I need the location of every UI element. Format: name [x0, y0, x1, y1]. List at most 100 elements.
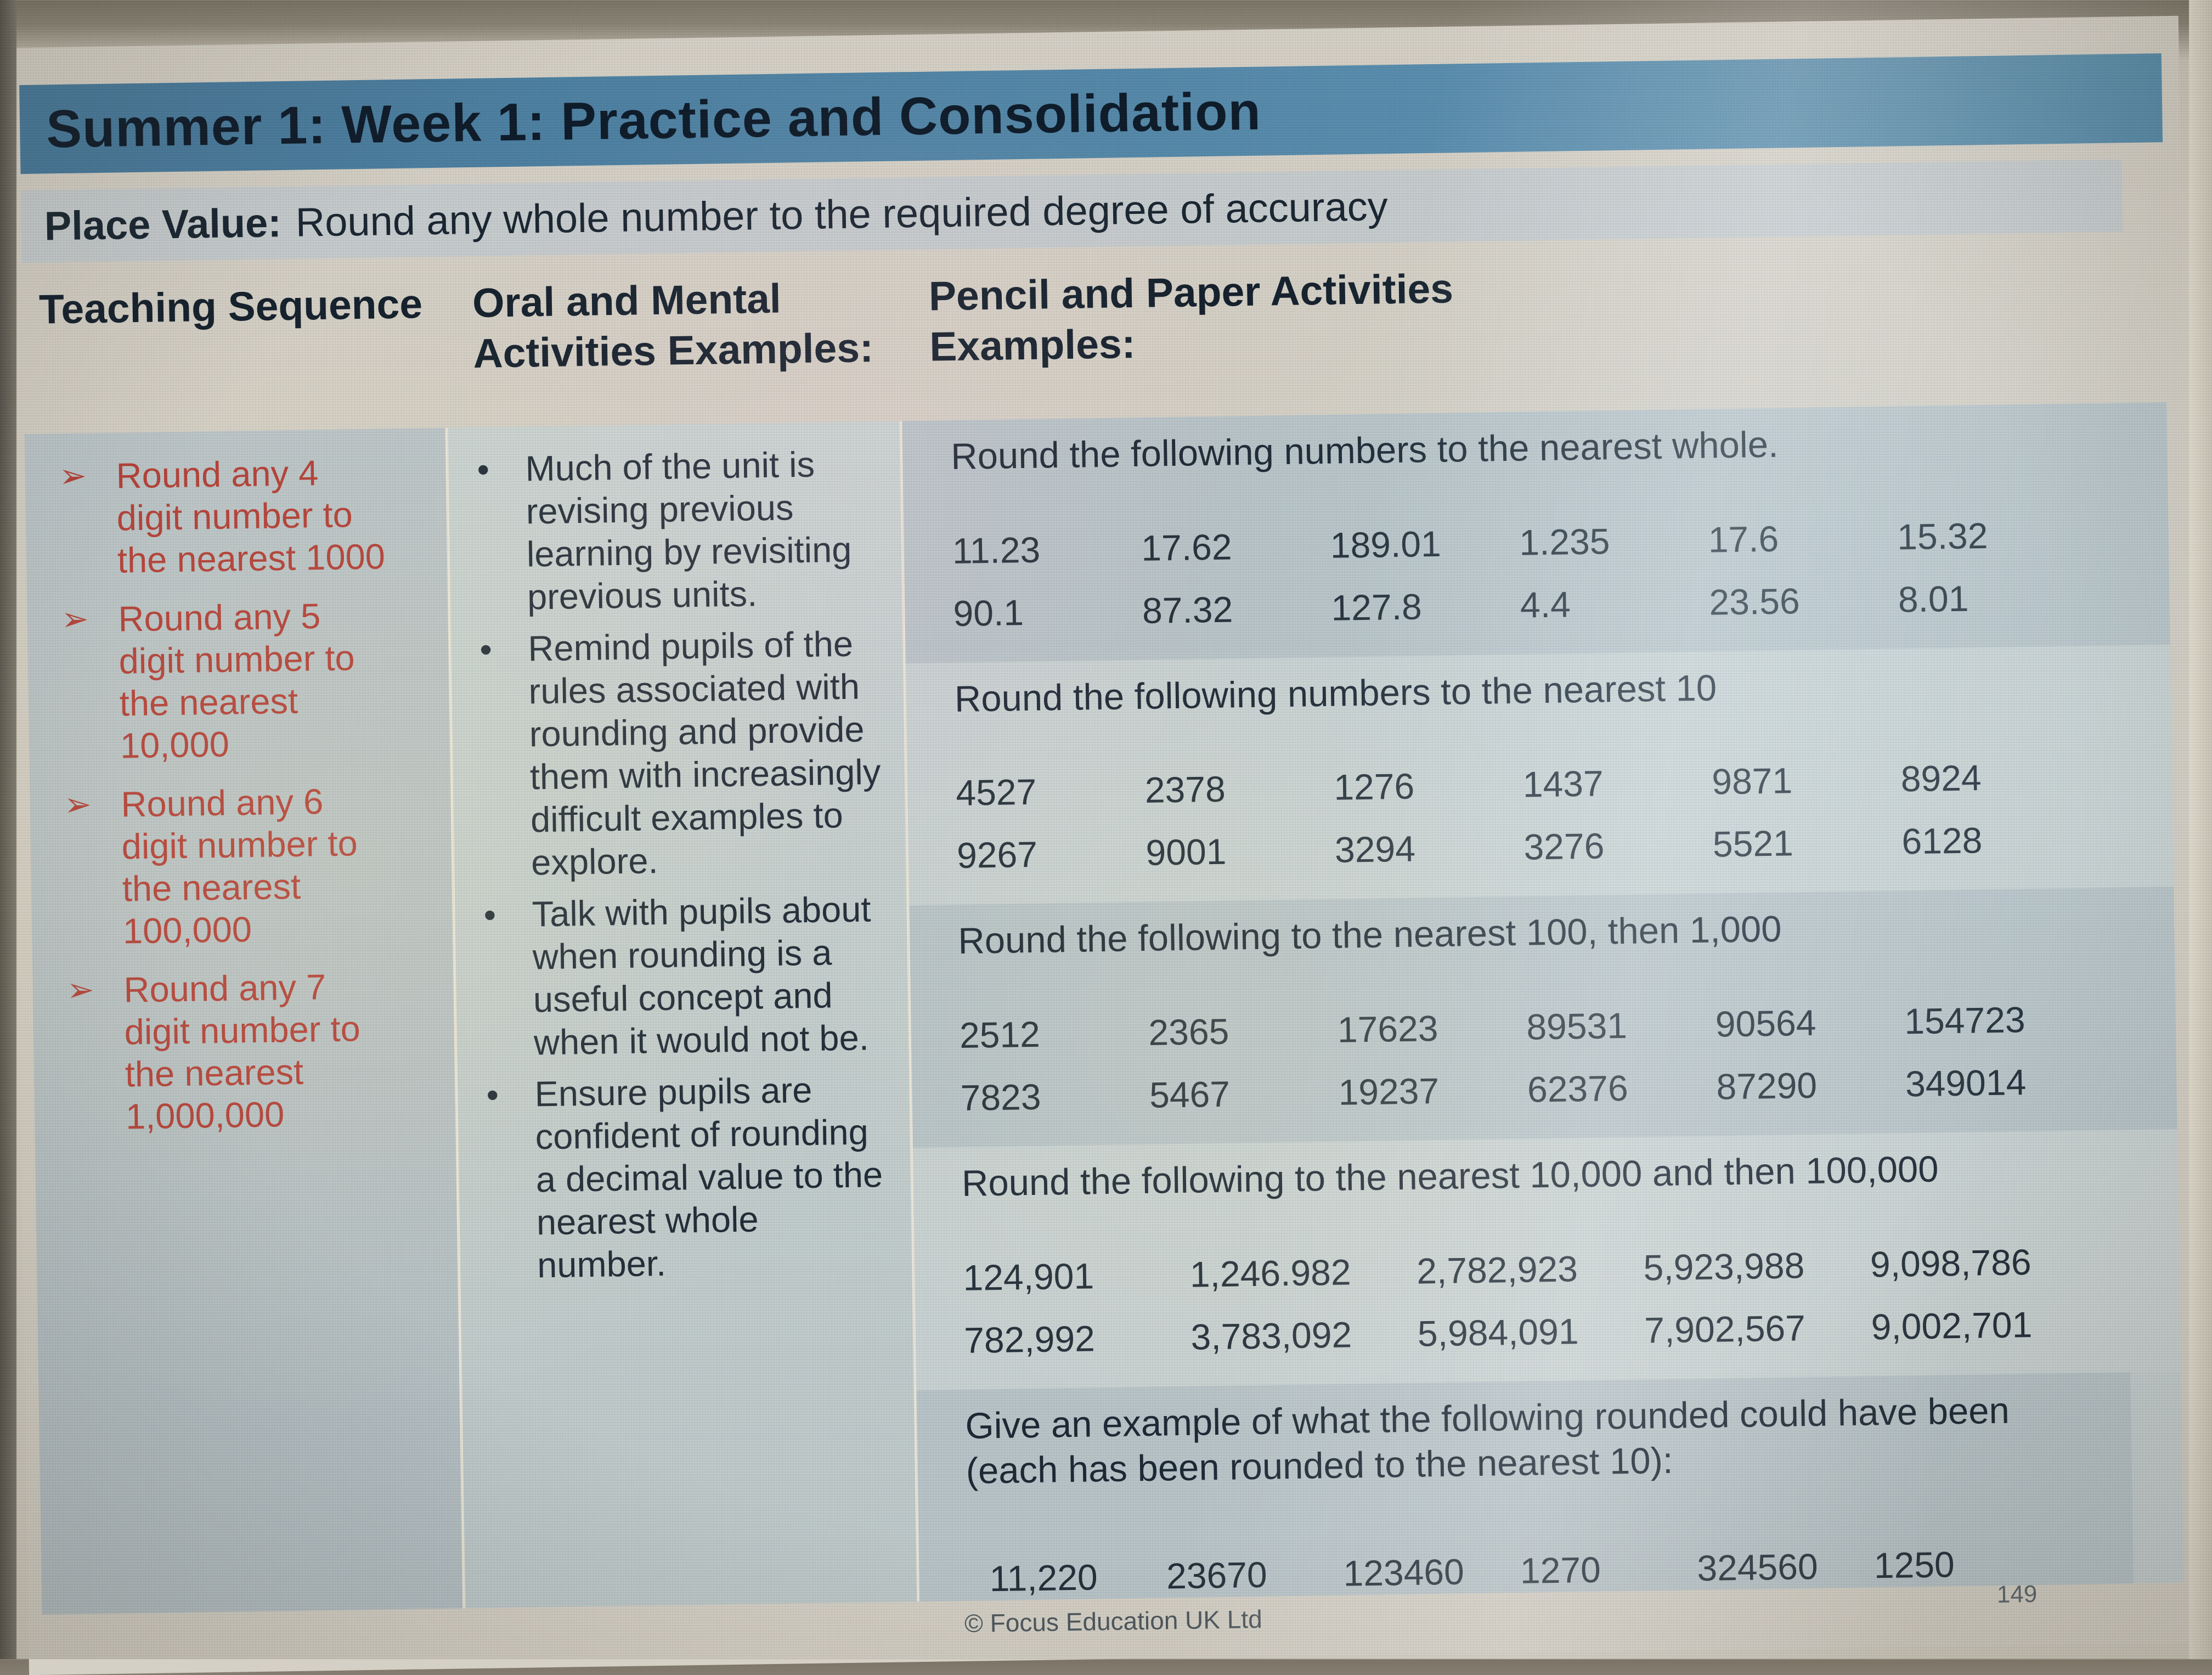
oral-bullet-text: Remind pupils of the rules associated wi…	[527, 623, 881, 883]
number-value: 4527	[955, 771, 1037, 814]
number-value: 2378	[1144, 769, 1226, 811]
arrow-bullet-icon: ➢	[59, 457, 87, 495]
number-value: 2512	[959, 1013, 1041, 1056]
bullet-dot-icon: •	[479, 629, 493, 669]
subtitle-text: Round any whole number to the required d…	[295, 183, 1389, 245]
number-value: 1276	[1333, 766, 1415, 808]
teaching-item: ➢ Round any 4 digit number to the neares…	[25, 441, 448, 590]
number-value: 349014	[1905, 1062, 2027, 1104]
arrow-bullet-icon: ➢	[64, 786, 92, 824]
number-value: 1.235	[1519, 520, 1610, 563]
number-grid: 124,901 1,246.982 2,782,923 5,923,988 9,…	[914, 1188, 2181, 1390]
bullet-dot-icon: •	[477, 449, 490, 489]
table-header-row: Teaching Sequence Oral and Mental Activi…	[22, 238, 2166, 434]
number-value: 2,782,923	[1416, 1248, 1578, 1292]
number-value: 62376	[1527, 1068, 1629, 1110]
oral-bullet-item: • Remind pupils of the rules associated …	[451, 617, 906, 889]
number-value: 23670	[1166, 1554, 1268, 1597]
number-value: 1437	[1522, 763, 1604, 805]
activity-section-nearest-100-1000: Round the following to the nearest 100, …	[909, 887, 2177, 1148]
header-pencil-paper: Pencil and Paper Activities Examples:	[928, 265, 1454, 370]
number-value: 8.01	[1898, 578, 1969, 620]
activity-section-rounded-examples: Give an example of what the following ro…	[916, 1372, 2134, 1615]
number-value: 90.1	[953, 591, 1024, 634]
header-teaching-sequence: Teaching Sequence	[38, 280, 423, 332]
table-body: ➢ Round any 4 digit number to the neares…	[24, 402, 2185, 1615]
oral-bullet-text: Talk with pupils about when rounding is …	[532, 889, 871, 1063]
number-value: 154723	[1904, 999, 2026, 1042]
bullet-dot-icon: •	[486, 1075, 499, 1115]
number-value: 19237	[1338, 1070, 1440, 1113]
number-value: 1,246.982	[1189, 1251, 1352, 1295]
activity-section-nearest-whole: Round the following numbers to the neare…	[902, 402, 2170, 664]
number-grid: 2512 2365 17623 89531 90564 154723 7823 …	[910, 946, 2177, 1148]
number-value: 5467	[1149, 1073, 1231, 1116]
number-value: 123460	[1342, 1551, 1465, 1594]
teaching-sequence-column: ➢ Round any 4 digit number to the neares…	[24, 427, 466, 1615]
number-value: 1250	[1874, 1544, 1955, 1586]
number-value: 324560	[1696, 1546, 1819, 1589]
section-prompt: Give an example of what the following ro…	[964, 1390, 2010, 1492]
arrow-bullet-icon: ➢	[61, 600, 89, 638]
number-value: 17.62	[1141, 526, 1233, 568]
oral-bullet-item: • Much of the unit is revising previous …	[448, 437, 902, 624]
arrow-bullet-icon: ➢	[66, 971, 95, 1009]
copyright-text: © Focus Education UK Ltd	[964, 1604, 1263, 1638]
number-value: 5,984,091	[1417, 1311, 1579, 1354]
number-value: 87290	[1716, 1064, 1818, 1107]
number-value: 17.6	[1708, 518, 1779, 560]
number-value: 11,220	[989, 1556, 1098, 1599]
oral-bullet-item: • Ensure pupils are confident of roundin…	[458, 1063, 912, 1292]
activity-section-nearest-10000-100000: Round the following to the nearest 10,00…	[913, 1129, 2181, 1391]
number-value: 1270	[1520, 1549, 1601, 1592]
number-value: 3276	[1523, 825, 1605, 868]
teaching-item-text: Round any 5 digit number to the nearest …	[118, 596, 356, 766]
number-value: 89531	[1526, 1005, 1628, 1047]
bullet-dot-icon: •	[483, 895, 496, 935]
number-value: 9267	[956, 834, 1038, 876]
number-value: 9,098,786	[1870, 1241, 2032, 1285]
number-value: 3,783,092	[1190, 1314, 1352, 1357]
number-value: 7,902,567	[1644, 1307, 1806, 1351]
number-value: 23.56	[1708, 580, 1801, 623]
number-value: 87.32	[1142, 589, 1233, 631]
photo-edge-left	[0, 0, 16, 1659]
number-value: 8924	[1900, 757, 1982, 799]
number-value: 15.32	[1897, 515, 1988, 557]
title-bar: Summer 1: Week 1: Practice and Consolida…	[19, 53, 2163, 174]
photo-edge-right	[2189, 0, 2212, 1659]
header-oral-mental: Oral and Mental Activities Examples:	[472, 275, 874, 376]
oral-bullet-item: • Talk with pupils about when rounding i…	[455, 883, 909, 1069]
number-value: 782,992	[963, 1318, 1096, 1361]
number-value: 11.23	[952, 529, 1041, 571]
activity-section-nearest-10: Round the following numbers to the neare…	[905, 644, 2174, 906]
number-grid: 11.23 17.62 189.01 1.235 17.6 15.32 90.1…	[903, 461, 2170, 663]
page-number: 149	[1996, 1580, 2038, 1608]
pencil-paper-column: Round the following numbers to the neare…	[902, 402, 2185, 1615]
number-grid: 4527 2378 1276 1437 9871 8924 9267 9001 …	[907, 704, 2174, 906]
number-value: 4.4	[1520, 584, 1571, 625]
number-value: 9001	[1146, 831, 1227, 873]
number-value: 127.8	[1330, 586, 1423, 628]
number-value: 7823	[960, 1076, 1042, 1119]
number-value: 124,901	[962, 1255, 1094, 1298]
number-value: 5,923,988	[1643, 1245, 1805, 1288]
number-value: 17623	[1337, 1008, 1438, 1050]
oral-bullet-text: Much of the unit is revising previous le…	[525, 444, 852, 617]
teaching-item: ➢ Round any 6 digit number to the neares…	[30, 770, 453, 961]
subtitle-label: Place Value:	[44, 200, 282, 249]
page-title: Summer 1: Week 1: Practice and Consolida…	[46, 81, 1262, 159]
teaching-item: ➢ Round any 7 digit number to the neares…	[32, 955, 456, 1147]
number-value: 90564	[1715, 1002, 1816, 1045]
number-value: 189.01	[1330, 523, 1442, 566]
oral-mental-column: • Much of the unit is revising previous …	[448, 421, 921, 1615]
teaching-item: ➢ Round any 5 digit number to the neares…	[27, 584, 450, 776]
teaching-item-text: Round any 7 digit number to the nearest …	[123, 967, 361, 1137]
number-value: 9,002,701	[1871, 1304, 2033, 1347]
teaching-item-text: Round any 6 digit number to the nearest …	[121, 781, 358, 951]
worksheet-slide: Summer 1: Week 1: Practice and Consolida…	[5, 15, 2203, 1675]
teaching-item-text: Round any 4 digit number to the nearest …	[116, 453, 386, 580]
number-value: 3294	[1334, 828, 1416, 871]
number-value: 6128	[1901, 820, 1983, 862]
